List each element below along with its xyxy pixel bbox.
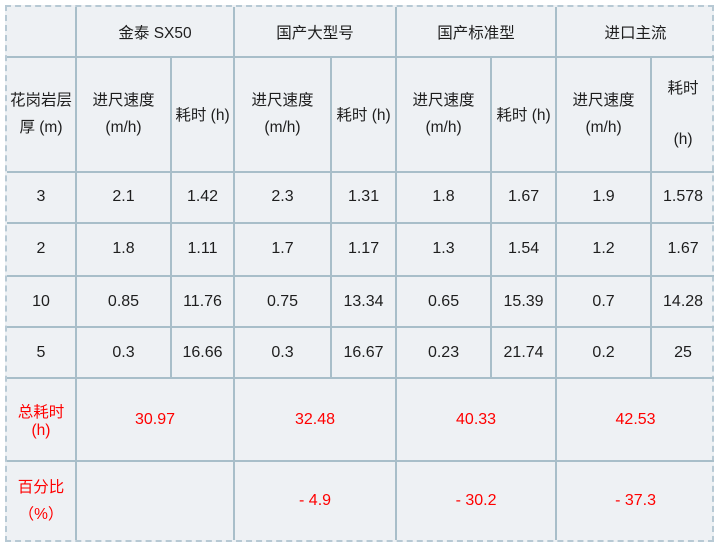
table-row: 5 0.3 16.66 0.3 16.67 0.23 21.74 0.2 25: [7, 326, 715, 380]
thickness-value: 3: [7, 170, 77, 224]
total-time-domestic-standard: 40.33: [395, 377, 558, 462]
time-header-3: 耗时 (h): [490, 56, 558, 173]
total-time-imported: 42.53: [555, 377, 715, 462]
time-header-1: 耗时 (h): [169, 56, 236, 173]
group-header-domestic-large: 国产大型号: [233, 7, 398, 59]
percentage-imported: - 37.3: [555, 459, 715, 540]
drilling-comparison-table: 金泰 SX50 国产大型号 国产标准型 进口主流 花岗岩层 厚 (m) 进尺速度…: [7, 7, 715, 540]
thickness-header-line2: 厚 (m): [19, 119, 63, 137]
thickness-value: 10: [7, 274, 77, 329]
header-row-metrics: 花岗岩层 厚 (m) 进尺速度 (m/h) 耗时 (h) 进尺速度 (m/h) …: [7, 56, 715, 173]
time-header-2: 耗时 (h): [330, 56, 398, 173]
group-header-domestic-standard: 国产标准型: [395, 7, 558, 59]
percentage-domestic-large: - 4.9: [233, 459, 398, 540]
thickness-value: 5: [7, 326, 77, 380]
total-time-label: 总耗时(h): [7, 377, 77, 462]
speed-header-4: 进尺速度 (m/h): [555, 56, 653, 173]
total-time-row: 总耗时(h) 30.97 32.48 40.33 42.53: [7, 377, 715, 462]
speed-header-1: 进尺速度 (m/h): [75, 56, 172, 173]
thickness-value: 2: [7, 221, 77, 277]
speed-header-2: 进尺速度 (m/h): [233, 56, 333, 173]
table-row: 2 1.8 1.11 1.7 1.17 1.3 1.54 1.2 1.67: [7, 221, 715, 277]
speed-header-3: 进尺速度 (m/h): [395, 56, 493, 173]
time-header-4: 耗时 (h): [650, 56, 715, 173]
thickness-header: 花岗岩层 厚 (m): [7, 56, 77, 173]
comparison-table-container: 金泰 SX50 国产大型号 国产标准型 进口主流 花岗岩层 厚 (m) 进尺速度…: [5, 5, 715, 542]
table-row: 10 0.85 11.76 0.75 13.34 0.65 15.39 0.7 …: [7, 274, 715, 329]
percentage-domestic-standard: - 30.2: [395, 459, 558, 540]
corner-cell: [7, 7, 77, 59]
total-time-domestic-large: 32.48: [233, 377, 398, 462]
total-time-jintai: 30.97: [74, 377, 236, 462]
group-header-imported-mainstream: 进口主流: [555, 7, 715, 59]
thickness-header-line1: 花岗岩层: [9, 92, 72, 110]
header-row-groups: 金泰 SX50 国产大型号 国产标准型 进口主流: [7, 7, 715, 59]
table-row: 3 2.1 1.42 2.3 1.31 1.8 1.67 1.9 1.578: [7, 170, 715, 224]
percentage-row: 百分比 （%） - 4.9 - 30.2 - 37.3: [7, 459, 715, 540]
percentage-jintai: [74, 459, 236, 540]
percentage-label: 百分比 （%）: [7, 459, 77, 540]
group-header-jintai-sx50: 金泰 SX50: [74, 7, 236, 59]
